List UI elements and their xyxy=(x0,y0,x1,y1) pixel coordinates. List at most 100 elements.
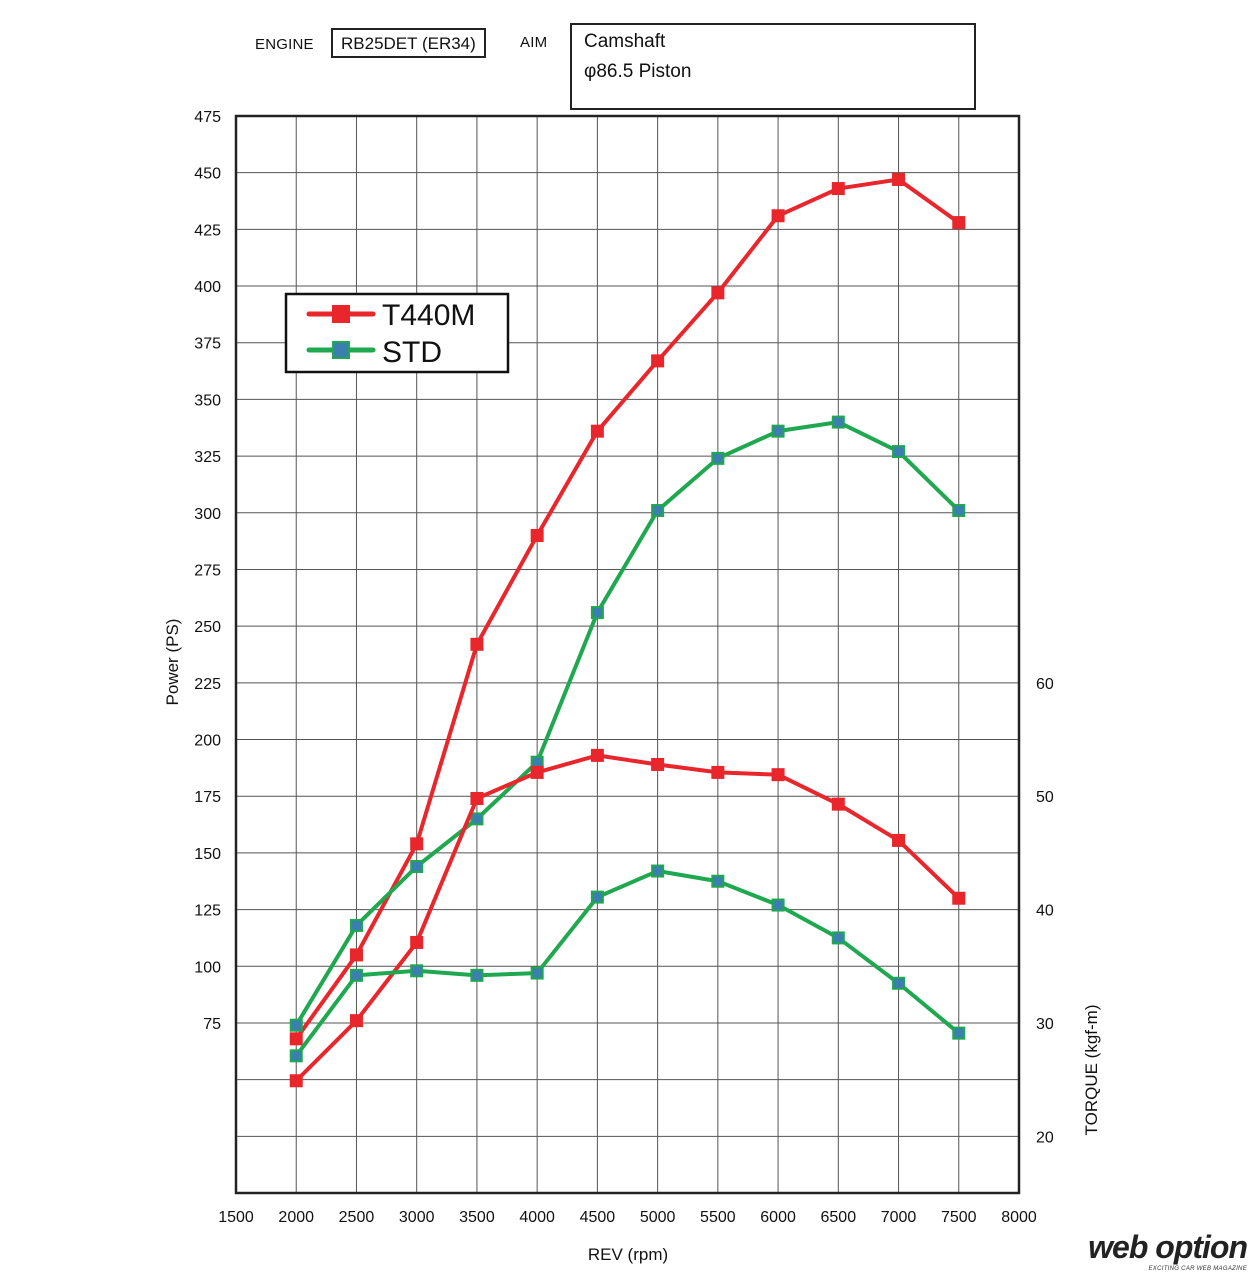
legend-label-t440m: T440M xyxy=(382,299,475,332)
data-point-t440m-power xyxy=(470,637,484,651)
data-point-std-torque xyxy=(410,964,424,978)
data-point-std-torque xyxy=(831,931,845,945)
y-tick-label: 275 xyxy=(194,562,221,579)
y-tick-label: 150 xyxy=(194,846,221,863)
data-point-t440m-torque xyxy=(952,891,966,905)
y-tick-label: 300 xyxy=(194,506,221,523)
data-point-t440m-torque xyxy=(470,791,484,805)
y-tick-label: 425 xyxy=(194,222,221,239)
series-line-t440m-power xyxy=(294,177,960,1040)
data-point-t440m-power xyxy=(590,424,604,438)
y2-tick-label: 60 xyxy=(1036,676,1054,693)
y-axis-ticks: 75 100 125 150 175 200 225 250 275 300 325 350 375 40… xyxy=(194,109,221,1033)
data-point-t440m-torque xyxy=(831,797,845,811)
data-point-t440m-torque xyxy=(771,768,785,782)
y2-axis-ticks: 20 30 40 50 60 xyxy=(1036,676,1054,1146)
aim-line-2: φ86.5 Piston xyxy=(584,61,692,82)
x-tick-label: 8000 xyxy=(1001,1209,1037,1226)
data-point-std-torque xyxy=(892,976,906,990)
engine-value-box: RB25DET (ER34) xyxy=(331,28,486,58)
series-line-std-torque xyxy=(294,869,961,1058)
data-point-std-power xyxy=(651,504,665,518)
y-tick-label: 175 xyxy=(194,789,221,806)
legend: T440M STD xyxy=(284,292,510,374)
legend-box xyxy=(284,292,510,374)
y2-tick-label: 40 xyxy=(1036,903,1054,920)
y-axis-title: Power (PS) xyxy=(163,619,182,706)
data-point-std-power xyxy=(711,451,725,465)
x-tick-label: 7500 xyxy=(941,1209,977,1226)
x-axis-title: REV (rpm) xyxy=(588,1245,668,1264)
y-tick-label: 350 xyxy=(194,392,221,409)
data-point-t440m-torque xyxy=(651,757,665,771)
data-point-std-torque xyxy=(651,864,665,878)
data-point-std-torque xyxy=(530,966,544,980)
data-point-t440m-torque xyxy=(410,935,424,949)
data-point-std-power xyxy=(349,918,363,932)
x-tick-label: 5500 xyxy=(700,1209,736,1226)
data-point-std-torque xyxy=(590,890,604,904)
data-point-t440m-power xyxy=(410,837,424,851)
series-line-t440m-torque xyxy=(294,753,961,1083)
data-point-t440m-power xyxy=(771,209,785,223)
x-tick-label: 4500 xyxy=(580,1209,616,1226)
legend-label-std: STD xyxy=(382,336,442,369)
y-tick-label: 200 xyxy=(194,733,221,750)
y-tick-label: 400 xyxy=(194,279,221,296)
data-point-t440m-power xyxy=(892,172,906,186)
data-point-std-power xyxy=(470,812,484,826)
data-point-std-torque xyxy=(289,1049,303,1063)
data-point-t440m-torque xyxy=(711,765,725,779)
x-tick-label: 7000 xyxy=(881,1209,917,1226)
y2-tick-label: 20 xyxy=(1036,1129,1054,1146)
y-tick-label: 325 xyxy=(194,449,221,466)
data-point-std-power xyxy=(410,859,424,873)
y2-axis-title: TORQUE (kgf-m) xyxy=(1082,1005,1101,1136)
data-point-t440m-power xyxy=(530,528,544,542)
data-point-t440m-power xyxy=(651,354,665,368)
x-tick-label: 6000 xyxy=(760,1209,796,1226)
chart-series xyxy=(289,172,966,1088)
data-point-std-torque xyxy=(711,874,725,888)
y-tick-label: 225 xyxy=(194,676,221,693)
data-point-t440m-power xyxy=(952,216,966,230)
watermark-sub: EXCITING CAR WEB MAGAZINE xyxy=(1148,1266,1247,1272)
series-line-std-power xyxy=(294,420,961,1027)
data-point-std-torque xyxy=(470,968,484,982)
data-point-std-power xyxy=(771,424,785,438)
aim-line-1: Camshaft xyxy=(584,31,666,52)
aim-box: Camshaft φ86.5 Piston xyxy=(570,23,976,110)
y-tick-label: 125 xyxy=(194,903,221,920)
watermark-logo: web option EXCITING CAR WEB MAGAZINE xyxy=(1088,1229,1248,1272)
data-point-std-power xyxy=(892,445,906,459)
data-point-std-torque xyxy=(771,898,785,912)
data-point-std-torque xyxy=(349,968,363,982)
data-point-std-torque xyxy=(952,1026,966,1040)
watermark-main: web option xyxy=(1088,1229,1248,1265)
data-point-t440m-torque xyxy=(530,765,544,779)
y2-tick-label: 30 xyxy=(1036,1016,1054,1033)
x-axis-ticks: 1500 2000 2500 3000 3500 4000 4500 5000 5500 6000… xyxy=(218,1209,1037,1226)
data-point-t440m-torque xyxy=(892,833,906,847)
aim-label: AIM xyxy=(520,34,548,51)
y-tick-label: 75 xyxy=(203,1016,221,1033)
plot-frame xyxy=(234,114,1021,1195)
x-tick-label: 5000 xyxy=(640,1209,676,1226)
engine-label: ENGINE xyxy=(255,36,314,53)
data-point-t440m-torque xyxy=(349,1014,363,1028)
data-point-std-power xyxy=(831,415,845,429)
data-point-std-power xyxy=(289,1018,303,1032)
data-point-t440m-torque xyxy=(289,1074,303,1088)
data-point-std-power xyxy=(952,504,966,518)
legend-marker-std xyxy=(332,341,350,359)
chart-grid xyxy=(236,116,1019,1193)
data-point-t440m-power xyxy=(349,948,363,962)
data-point-t440m-power xyxy=(711,286,725,300)
legend-marker-t440m xyxy=(332,305,350,323)
x-tick-label: 3000 xyxy=(399,1209,435,1226)
data-point-t440m-power xyxy=(289,1032,303,1046)
x-tick-label: 2500 xyxy=(339,1209,375,1226)
y-tick-label: 100 xyxy=(194,959,221,976)
x-tick-label: 2000 xyxy=(278,1209,314,1226)
